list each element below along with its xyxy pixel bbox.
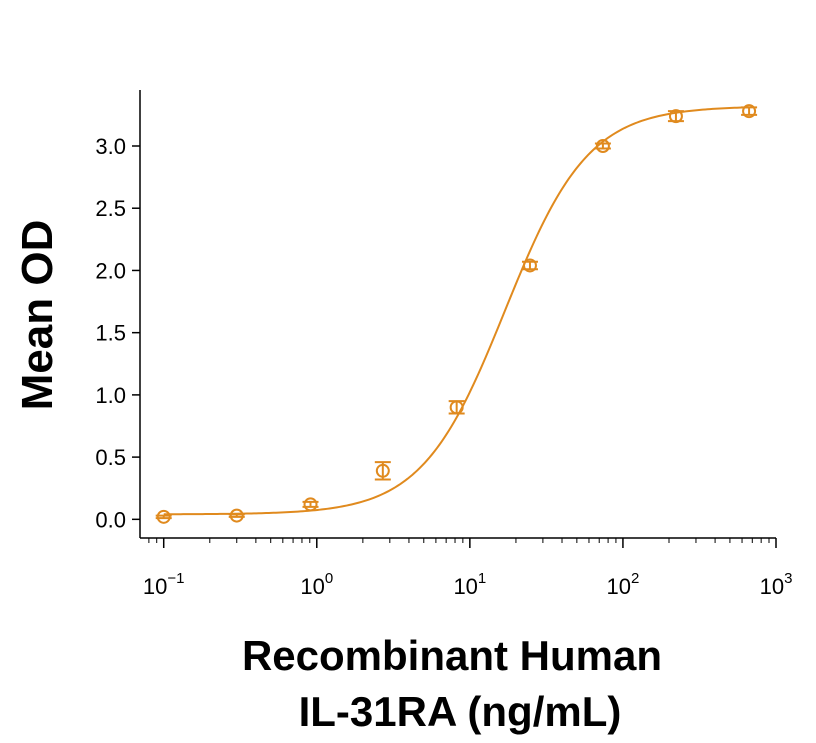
data-point <box>449 400 464 415</box>
data-point <box>668 109 683 124</box>
y-tick-label: 1.0 <box>95 383 126 408</box>
data-point <box>229 508 244 523</box>
fit-curve-group <box>163 106 750 516</box>
y-tick-label: 1.5 <box>95 321 126 346</box>
data-points <box>155 104 758 524</box>
data-point <box>156 509 171 524</box>
data-point <box>522 258 537 273</box>
axes <box>139 90 776 539</box>
x-tick-label: 100 <box>300 570 333 599</box>
data-point <box>375 463 390 478</box>
x-tick-label: 101 <box>453 570 486 599</box>
x-axis-title-line-2: IL-31RA (ng/mL) <box>299 688 622 735</box>
ticks: 0.0 0.5 1.0 1.5 2.0 2.5 3.0 10−1 100 101 102 103 <box>95 134 792 599</box>
x-tick-label: 103 <box>760 570 793 599</box>
data-point <box>303 497 318 512</box>
data-point <box>742 104 757 119</box>
y-axis-title: Mean OD <box>13 220 62 411</box>
x-axis-title-line-1: Recombinant Human <box>242 632 662 679</box>
data-point <box>595 139 610 153</box>
y-tick-label: 0.0 <box>95 507 126 532</box>
fit-curve <box>163 106 750 516</box>
y-tick-label: 2.5 <box>95 196 126 221</box>
y-tick-label: 0.5 <box>95 445 126 470</box>
x-tick-label: 10−1 <box>143 570 185 599</box>
y-tick-label: 3.0 <box>95 134 126 159</box>
x-tick-label: 102 <box>607 570 640 599</box>
y-tick-label: 2.0 <box>95 258 126 283</box>
